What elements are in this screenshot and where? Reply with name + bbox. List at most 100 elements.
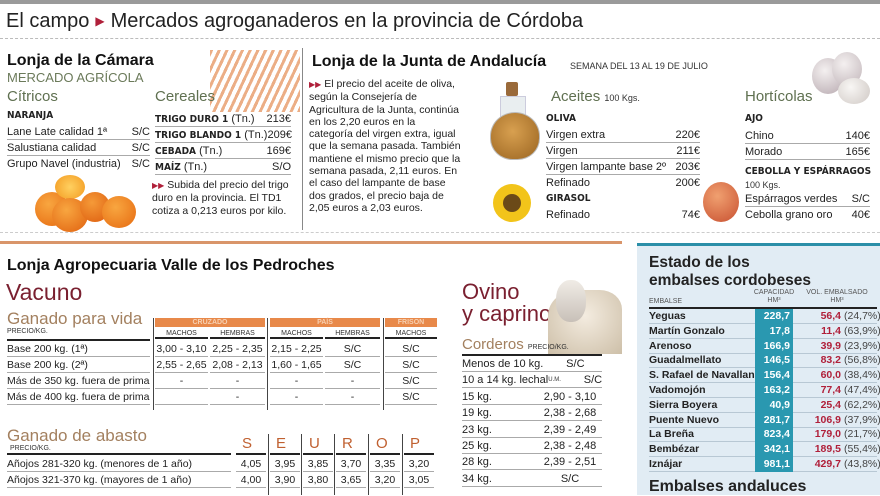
row-value: 2,90 - 3,10	[543, 390, 597, 403]
row-value: 211€	[676, 145, 700, 157]
section-label: El campo	[6, 10, 90, 32]
top-rule	[0, 0, 880, 4]
abasto-unit: PRECIO/KG.	[10, 445, 51, 452]
ovino-title-line2: y caprino	[462, 301, 552, 326]
capacity-value: 981,1	[755, 457, 793, 472]
volume-value: 56,4	[820, 310, 841, 322]
capacity-value: 40,9	[755, 397, 793, 413]
ovino-heading: Ovino y caprino	[462, 281, 551, 325]
grade-header: O	[376, 435, 388, 452]
row-label: Lane Late calidad 1ª	[7, 126, 108, 138]
orange-rule	[0, 241, 622, 244]
column-divider	[383, 318, 384, 410]
vida-unit: PRECIO/KG.	[7, 328, 48, 335]
citricos-row: Salustiana calidad S/C	[7, 140, 150, 156]
row-label: Cebolla grano oro	[745, 209, 833, 221]
row-value: 3,95	[270, 456, 300, 472]
embalse-name: Arenoso	[649, 339, 692, 352]
row-label: Menos de 10 kg.	[462, 358, 544, 370]
week-label: SEMANA DEL 13 AL 19 DE JULIO	[570, 61, 708, 71]
aceite-row: Refinado 74€	[546, 207, 700, 223]
oliva-label: OLIVA	[546, 113, 576, 124]
embalse-row: Puente Nuevo 281,7 106,9 (37,9%)	[649, 412, 880, 428]
corderos-row: 10 a 14 kg. lechal U.M. S/C	[462, 372, 602, 389]
row-label: Morado	[745, 146, 783, 158]
row-label: Virgen extra	[546, 129, 606, 141]
column-divider	[301, 434, 302, 495]
grade-header: R	[342, 435, 353, 452]
capacity-value: 281,7	[755, 412, 793, 428]
row-value: 2,55 - 2,65	[155, 359, 208, 373]
row-label: 15 kg.	[462, 390, 492, 403]
wheat-image	[210, 50, 300, 112]
column-divider	[368, 434, 369, 495]
embalses-panel: Estado de los embalses cordobeses EMBALS…	[637, 243, 880, 495]
row-value: 2,39 - 2,51	[543, 456, 597, 469]
divider	[404, 453, 434, 455]
volume-value: 106,9	[814, 413, 841, 426]
column-divider	[334, 434, 335, 495]
row-value: S/C	[851, 193, 870, 205]
andaluces-title: Embalses andaluces	[649, 478, 807, 495]
row-value: 1,60 - 1,65	[270, 359, 323, 373]
divider	[302, 48, 303, 230]
column-header: HEMBRAS	[210, 328, 265, 339]
cebolla-label: CEBOLLA Y ESPÁRRAGOS	[745, 166, 872, 177]
embalse-row: Guadalmellato 146,5 83,2 (56,8%)	[649, 353, 880, 369]
group-header: PAÍS	[270, 318, 380, 327]
onion-image	[703, 182, 739, 222]
group-header: FRISON	[385, 318, 437, 327]
volume-value: 83,2	[820, 354, 841, 367]
percent-value: (37,9%)	[844, 413, 880, 426]
aceite-row: Virgen lampante base 2º 203€	[546, 159, 700, 175]
embalse-row: Martín Gonzalo 17,8 11,4 (63,9%)	[649, 323, 880, 339]
grade-header: U	[309, 435, 320, 452]
embalse-row: Iznájar 981,1 429,7 (43,8%)	[649, 457, 880, 472]
row-label: Espárragos verdes	[745, 193, 838, 205]
row-value: 2,38 - 2,68	[543, 407, 597, 420]
volume-value: 77,4	[820, 384, 841, 396]
capacity-value: 17,8	[755, 323, 793, 339]
aceites-unit: 100 Kgs.	[604, 93, 640, 103]
abasto-heading: Ganado de abasto	[7, 426, 147, 445]
row-value: 4,00	[236, 472, 266, 488]
row-label: TRIGO BLANDO 1	[155, 130, 242, 141]
grade-header: E	[276, 435, 287, 452]
volume-value: 39,9	[820, 339, 841, 352]
row-value: 3,35	[370, 456, 400, 472]
row-value: S/C	[325, 341, 380, 357]
divider	[462, 354, 602, 356]
row-value: 4,05	[236, 456, 266, 472]
row-value	[155, 389, 208, 405]
aceites-heading: Aceites 100 Kgs.	[551, 88, 640, 105]
row-value: S/C	[583, 374, 603, 387]
corderos-row: 25 kg. 2,38 - 2,48	[462, 438, 602, 454]
row-value: 3,85	[303, 456, 333, 472]
row-value: -	[155, 373, 208, 389]
col-embalse: EMBALSE	[649, 298, 683, 305]
capacity-value: 228,7	[755, 309, 793, 324]
ajo-label: AJO	[745, 113, 763, 124]
camara-title: Lonja de la Cámara	[7, 52, 154, 69]
row-unit: (Tn.)	[183, 161, 208, 173]
row-unit: (Tn.)	[231, 113, 255, 125]
aceite-row: Refinado 200€	[546, 175, 700, 191]
row-value: 3,20	[404, 456, 434, 472]
row-value: 200€	[675, 177, 700, 189]
vacuno-heading: Vacuno	[6, 279, 83, 305]
percent-value: (62,2%)	[844, 398, 880, 411]
corderos-row: 23 kg. 2,39 - 2,49	[462, 422, 602, 438]
divider	[336, 453, 366, 455]
corderos-row: 34 kg. S/C	[462, 471, 602, 487]
column-header: MACHOS	[155, 328, 208, 339]
vida-heading: Ganado para vida	[7, 309, 143, 328]
embalse-name: Iznájar	[649, 458, 683, 470]
junta-note: ▶▶ El precio del aceite de oliva, según …	[309, 78, 461, 214]
row-value: -	[270, 389, 323, 405]
row-value: 2,08 - 2,13	[210, 357, 265, 373]
capacity-value: 166,9	[755, 338, 793, 354]
column-header: MACHOS	[385, 328, 437, 339]
ajo-row: Chino 140€	[745, 128, 870, 144]
cereales-row: TRIGO DURO 1 (Tn.) 213€	[155, 111, 291, 127]
row-value: 165€	[845, 146, 870, 158]
